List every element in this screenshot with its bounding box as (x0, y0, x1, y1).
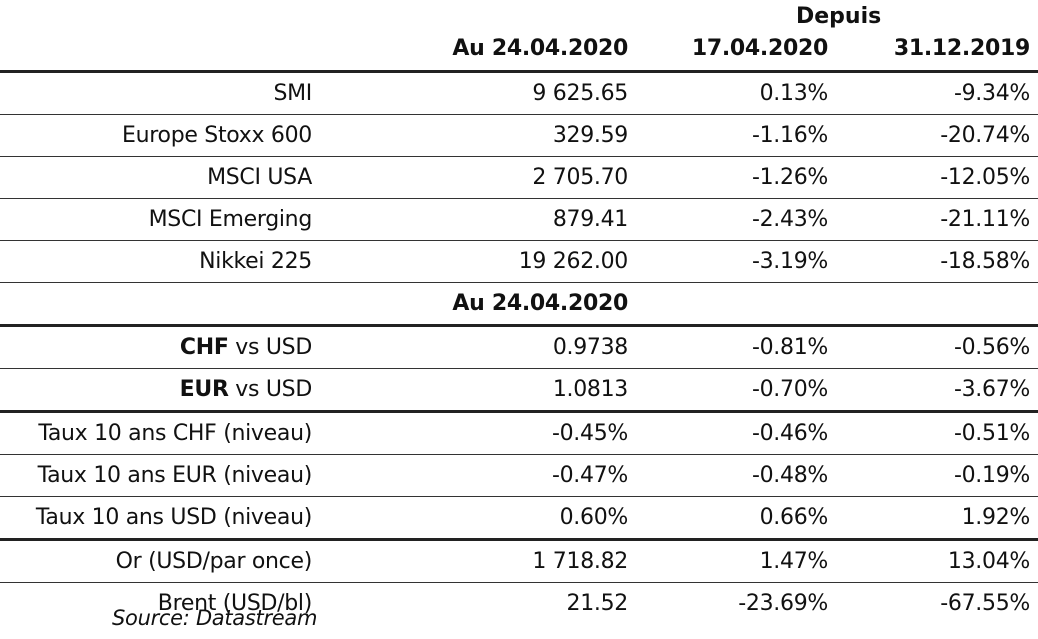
header-top-row: Depuis (0, 0, 1038, 30)
currency-suffix: vs USD (228, 377, 312, 402)
header-row: Au 24.04.2020 17.04.2020 31.12.2019 (0, 30, 1038, 73)
row-week: -3.19% (751, 249, 828, 274)
row-label: SMI (273, 81, 312, 106)
row-value: 21.52 (566, 591, 629, 616)
row-ytd: 13.04% (947, 549, 1030, 574)
row-ytd: 1.92% (961, 505, 1031, 530)
row-week: -0.70% (751, 377, 828, 402)
row-ytd: -0.19% (953, 463, 1030, 488)
row-value: 1.0813 (552, 377, 628, 402)
row-label: EUR vs USD (179, 377, 313, 402)
row-label: Taux 10 ans CHF (niveau) (38, 421, 312, 446)
table-row: EUR vs USD 1.0813 -0.70% -3.67% (0, 369, 1038, 413)
row-week: -2.43% (751, 207, 828, 232)
table-row: Taux 10 ans USD (niveau) 0.60% 0.66% 1.9… (0, 497, 1038, 541)
row-ytd: -0.56% (953, 335, 1030, 360)
row-label: Nikkei 225 (199, 249, 312, 274)
header-col-date: Au 24.04.2020 (452, 36, 628, 61)
table-row: Brent (USD/bl) 21.52 -23.69% -67.55% (0, 583, 1038, 624)
currency-code: EUR (179, 377, 229, 402)
table-row: Europe Stoxx 600 329.59 -1.16% -20.74% (0, 115, 1038, 157)
row-ytd: -21.11% (940, 207, 1030, 232)
header-col-week: 17.04.2020 (691, 36, 828, 61)
row-week: -0.48% (751, 463, 828, 488)
table-row: Taux 10 ans EUR (niveau) -0.47% -0.48% -… (0, 455, 1038, 497)
row-value: 2 705.70 (532, 165, 628, 190)
row-week: 1.47% (759, 549, 829, 574)
table-row: Nikkei 225 19 262.00 -3.19% -18.58% (0, 241, 1038, 283)
row-week: -1.26% (751, 165, 828, 190)
table-row: Taux 10 ans CHF (niveau) -0.45% -0.46% -… (0, 413, 1038, 455)
table-row: MSCI Emerging 879.41 -2.43% -21.11% (0, 199, 1038, 241)
table-row: SMI 9 625.65 0.13% -9.34% (0, 73, 1038, 115)
row-value: 1 718.82 (532, 549, 628, 574)
header-depuis: Depuis (796, 4, 882, 29)
source-note: Source: Datastream (112, 606, 318, 630)
table-row: CHF vs USD 0.9738 -0.81% -0.56% (0, 327, 1038, 369)
row-value: 19 262.00 (518, 249, 629, 274)
mid-header-row: Au 24.04.2020 (0, 283, 1038, 327)
row-value: 9 625.65 (532, 81, 628, 106)
row-week: -23.69% (738, 591, 828, 616)
market-table: Depuis Au 24.04.2020 17.04.2020 31.12.20… (0, 0, 1038, 624)
row-ytd: -20.74% (940, 123, 1030, 148)
row-value: 0.60% (559, 505, 629, 530)
row-week: 0.13% (759, 81, 829, 106)
row-week: -1.16% (751, 123, 828, 148)
row-week: -0.81% (751, 335, 828, 360)
row-ytd: -9.34% (953, 81, 1030, 106)
currency-code: CHF (179, 335, 229, 360)
row-ytd: -12.05% (940, 165, 1030, 190)
table-row: Or (USD/par once) 1 718.82 1.47% 13.04% (0, 541, 1038, 583)
currency-suffix: vs USD (228, 335, 312, 360)
mid-header-date: Au 24.04.2020 (452, 291, 628, 316)
row-value: 0.9738 (552, 335, 628, 360)
row-label: MSCI USA (207, 165, 312, 190)
row-ytd: -67.55% (940, 591, 1030, 616)
row-ytd: -0.51% (953, 421, 1030, 446)
row-value: 329.59 (552, 123, 628, 148)
row-value: -0.45% (551, 421, 628, 446)
row-week: -0.46% (751, 421, 828, 446)
row-ytd: -18.58% (940, 249, 1030, 274)
row-label: Or (USD/par once) (115, 549, 313, 574)
row-value: -0.47% (551, 463, 628, 488)
table-row: MSCI USA 2 705.70 -1.26% -12.05% (0, 157, 1038, 199)
row-label: Europe Stoxx 600 (122, 123, 312, 148)
header-col-ytd: 31.12.2019 (893, 36, 1030, 61)
row-value: 879.41 (552, 207, 628, 232)
row-label: Taux 10 ans USD (niveau) (35, 505, 312, 530)
row-week: 0.66% (759, 505, 829, 530)
row-label: Brent (USD/bl) (157, 591, 313, 616)
row-label: CHF vs USD (180, 335, 312, 360)
row-label: Taux 10 ans EUR (niveau) (37, 463, 313, 488)
row-ytd: -3.67% (953, 377, 1030, 402)
row-label: MSCI Emerging (148, 207, 313, 232)
